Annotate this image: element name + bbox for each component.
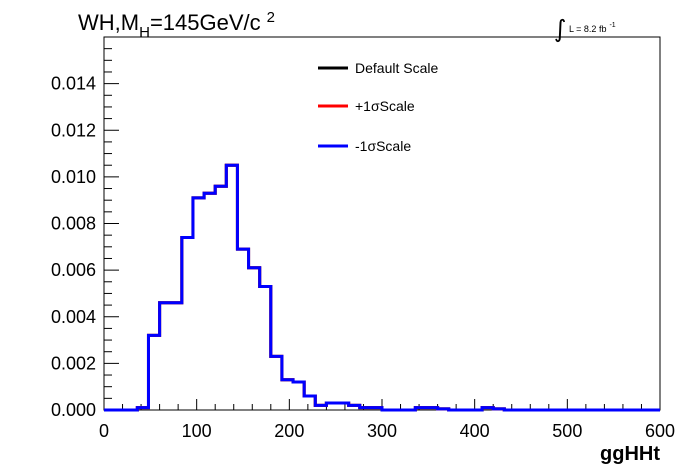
title-main: WH,M [78, 10, 139, 35]
chart-title: WH,MH=145GeV/c 2 [78, 9, 275, 41]
series-line-plus1sigma [104, 163, 660, 412]
legend-label-default: Default Scale [355, 60, 438, 76]
x-axis-title: ggHHt [600, 443, 660, 465]
x-tick-label: 500 [552, 421, 582, 441]
legend-label-plus1sigma: +1σScale [355, 98, 415, 114]
y-tick-label: 0.000 [51, 400, 96, 420]
title-sub: H [139, 24, 150, 41]
y-tick-label: 0.002 [51, 353, 96, 373]
x-tick-label: 200 [274, 421, 304, 441]
y-tick-label: 0.004 [51, 307, 96, 327]
legend: Default Scale +1σScale -1σScale [318, 60, 438, 154]
histogram-series [104, 163, 660, 412]
series-line-minus1sigma [104, 163, 660, 412]
x-tick-label: 600 [645, 421, 675, 441]
y-tick-label: 0.008 [51, 214, 96, 234]
y-tick-label: 0.014 [51, 74, 96, 94]
x-tick-label: 400 [460, 421, 490, 441]
y-tick-label: 0.006 [51, 260, 96, 280]
title-rest: =145GeV/c [150, 10, 261, 35]
y-tick-label: 0.010 [51, 167, 96, 187]
x-tick-label: 0 [99, 421, 109, 441]
lumi-text: L = 8.2 fb [569, 24, 606, 34]
integral-sign: ∫ [554, 15, 567, 43]
x-tick-label: 300 [367, 421, 397, 441]
lumi-sup: -1 [609, 22, 615, 29]
y-tick-label: 0.012 [51, 120, 96, 140]
legend-label-minus1sigma: -1σScale [355, 138, 411, 154]
lumi-label: L = 8.2 fb -1 [569, 22, 616, 34]
x-tick-label: 100 [182, 421, 212, 441]
series-line-default [104, 163, 660, 412]
title-sup: 2 [267, 9, 275, 26]
axes: 0 100 200 300 400 500 600 0.000 0.002 0.004 0.006 0… [51, 36, 675, 441]
plot-frame [103, 36, 661, 411]
